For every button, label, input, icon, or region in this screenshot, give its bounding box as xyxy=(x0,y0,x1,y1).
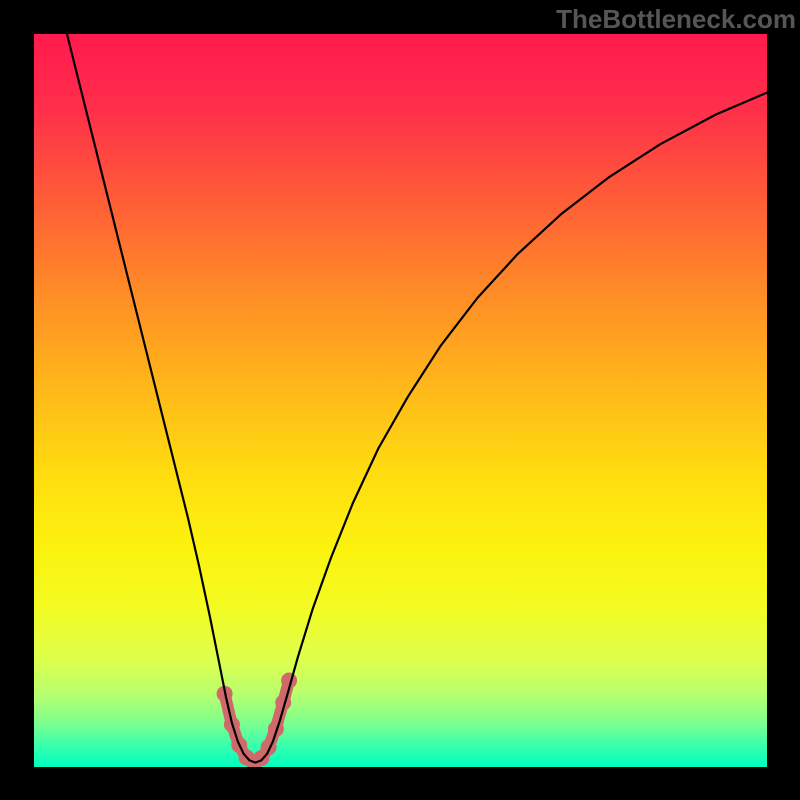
gradient-background xyxy=(34,34,767,767)
plot-area xyxy=(34,34,767,767)
chart-frame: TheBottleneck.com xyxy=(0,0,800,800)
watermark-text: TheBottleneck.com xyxy=(556,4,796,35)
